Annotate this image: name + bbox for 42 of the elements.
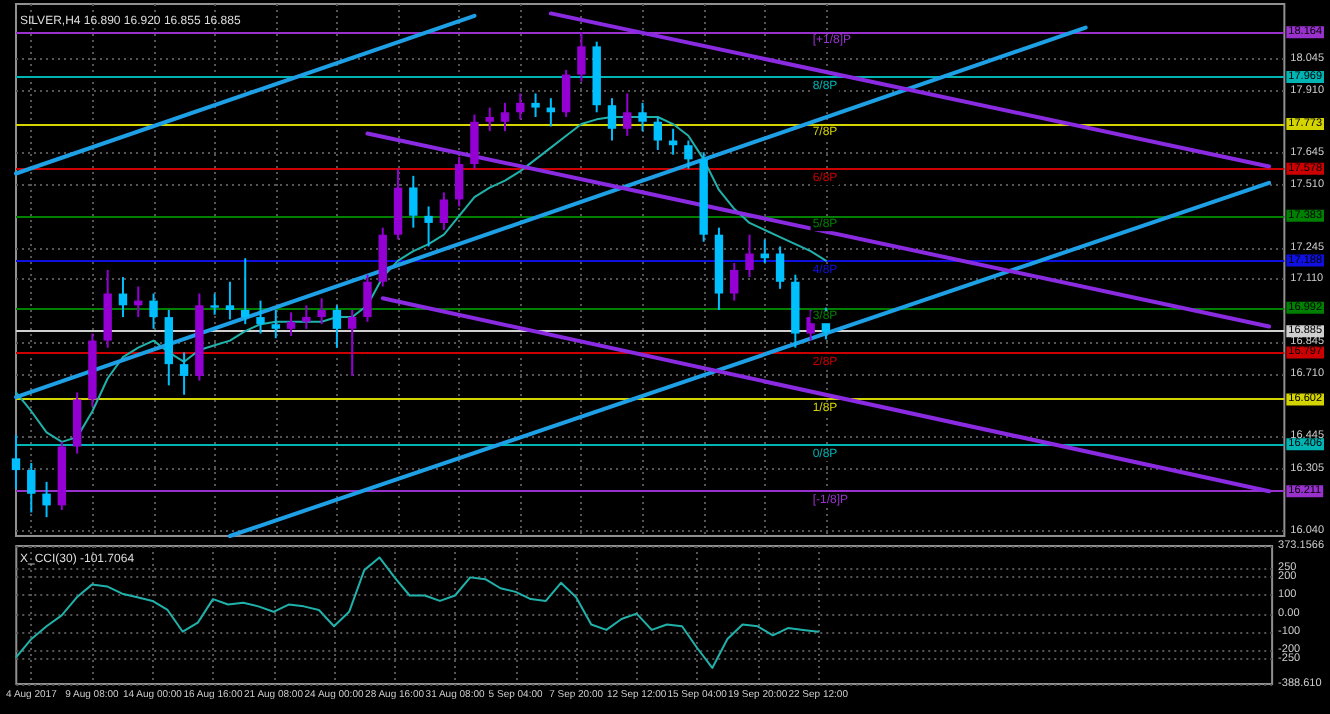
candlestick [302, 304, 311, 330]
candlestick [623, 92, 632, 137]
candlestick [745, 233, 754, 279]
candlestick [149, 292, 158, 330]
candlestick [363, 273, 372, 323]
candlestick [72, 391, 82, 455]
candlestick [730, 261, 739, 302]
candlestick [241, 257, 250, 326]
candlestick [103, 269, 112, 349]
candlestick [42, 480, 51, 519]
candlestick [347, 309, 357, 377]
candlestick [317, 297, 326, 326]
line-series [15, 556, 820, 669]
candlestick [775, 245, 785, 290]
candlestick [454, 156, 464, 208]
candlestick [516, 92, 525, 121]
candlestick [179, 351, 189, 396]
candlestick [561, 68, 571, 118]
candlestick [225, 280, 235, 321]
candlestick [531, 92, 540, 118]
candlestick [332, 304, 342, 349]
candlestick [684, 139, 693, 170]
candlestick [256, 299, 265, 335]
candlestick [485, 106, 494, 133]
candlestick [806, 309, 815, 342]
candlestick [378, 226, 387, 288]
candlestick [11, 433, 21, 490]
candlestick [271, 309, 280, 340]
candlestick [577, 31, 586, 83]
candlestick [653, 115, 663, 151]
candlestick [500, 101, 510, 133]
candlestick [638, 101, 647, 133]
candlestick [439, 191, 449, 231]
candlestick [393, 167, 403, 241]
candlestick [470, 113, 479, 170]
candlestick [409, 174, 418, 229]
candlestick [607, 97, 617, 142]
candlestick [27, 462, 36, 514]
candlestick [164, 309, 174, 387]
candlestick [210, 292, 219, 316]
candlestick [424, 205, 433, 248]
candlestick [286, 311, 296, 337]
